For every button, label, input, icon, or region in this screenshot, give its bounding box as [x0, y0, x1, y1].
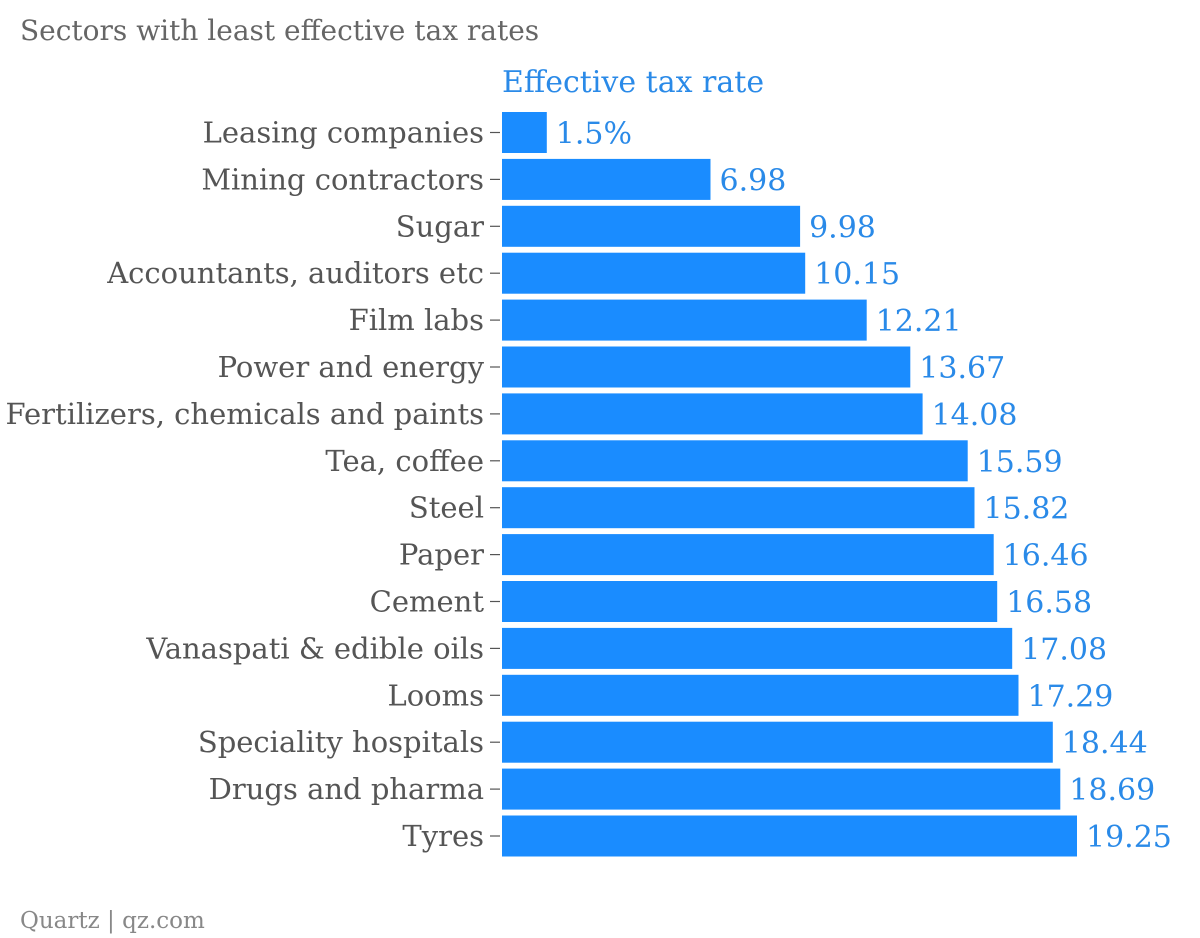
value-label: 13.67 [919, 351, 1005, 386]
category-label: Leasing companies [203, 116, 484, 150]
value-label: 6.98 [720, 163, 787, 198]
value-label: 18.69 [1069, 773, 1155, 808]
chart-title: Sectors with least effective tax rates [20, 14, 539, 47]
category-label: Steel [409, 491, 484, 525]
bar [502, 346, 911, 388]
category-label: Speciality hospitals [198, 725, 484, 759]
bar [502, 205, 801, 247]
bar [502, 487, 975, 529]
bars-group: Leasing companies 1.5% Mining contractors 6… [5, 112, 1172, 857]
category-label: Film labs [349, 303, 484, 337]
value-label: 1.5% [556, 117, 632, 152]
series-label: Effective tax rate [502, 65, 764, 100]
value-label: 16.58 [1006, 586, 1092, 621]
category-label: Sugar [396, 209, 484, 243]
bar [502, 112, 547, 153]
category-label: Paper [399, 538, 484, 572]
bar [502, 252, 806, 294]
bar [502, 393, 923, 435]
category-label: Vanaspati & edible oils [145, 631, 484, 665]
value-label: 9.98 [809, 210, 876, 245]
value-label: 14.08 [932, 398, 1018, 433]
value-label: 17.29 [1028, 679, 1114, 714]
category-label: Fertilizers, chemicals and paints [5, 397, 484, 431]
bar [502, 299, 867, 341]
category-label: Drugs and pharma [209, 772, 484, 806]
value-label: 18.44 [1062, 726, 1148, 761]
value-label: 17.08 [1021, 632, 1107, 667]
value-label: 16.46 [1003, 539, 1089, 574]
bar [502, 581, 998, 622]
category-label: Looms [387, 678, 484, 712]
category-label: Cement [370, 585, 485, 619]
category-label: Power and energy [218, 350, 485, 384]
credit-text: Quartz | qz.com [20, 908, 205, 934]
value-label: 19.25 [1086, 820, 1172, 855]
value-label: 15.82 [984, 492, 1070, 527]
category-label: Tyres [402, 819, 484, 853]
value-label: 12.21 [876, 304, 962, 339]
value-label: 15.59 [977, 445, 1063, 480]
category-label: Tea, coffee [325, 444, 484, 478]
bar [502, 721, 1053, 763]
bar [502, 440, 968, 482]
bar [502, 627, 1013, 669]
bar [502, 815, 1077, 857]
bar [502, 768, 1061, 810]
bar [502, 158, 711, 200]
category-label: Mining contractors [201, 162, 484, 196]
category-label: Accountants, auditors etc [106, 256, 484, 290]
value-label: 10.15 [814, 257, 900, 292]
bar [502, 534, 994, 576]
bar [502, 674, 1019, 716]
